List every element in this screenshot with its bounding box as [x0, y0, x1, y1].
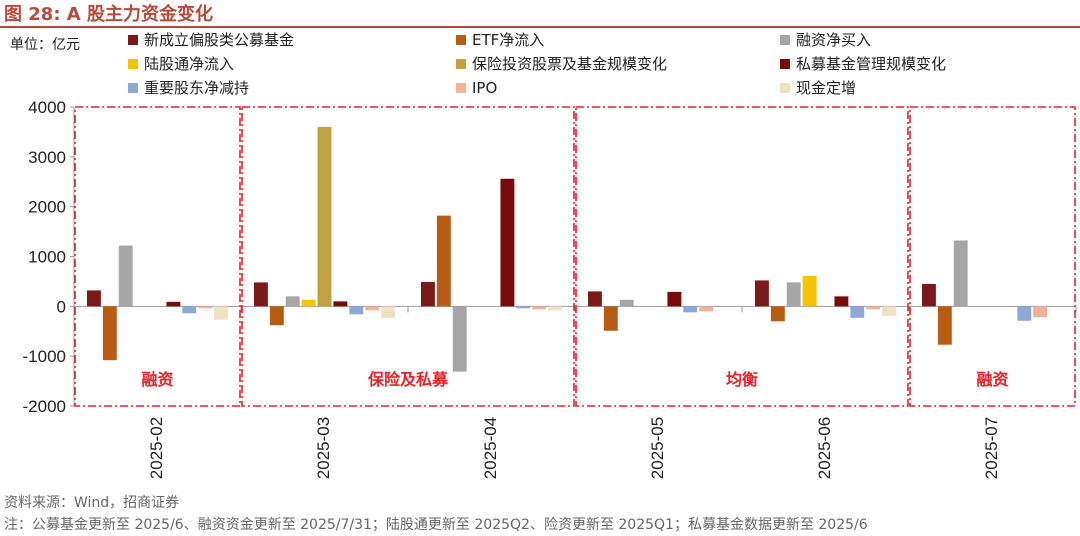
bar [850, 306, 865, 318]
y-tick-label: -1000 [23, 347, 66, 366]
regime-box [74, 106, 241, 407]
bar [333, 301, 348, 307]
y-tick-label: -2000 [23, 397, 66, 416]
legend-label: 保险投资股票及基金规模变化 [472, 55, 667, 73]
bar [421, 281, 435, 307]
bar [786, 282, 801, 307]
x-category-label: 2025-02 [147, 417, 166, 479]
regime-label: 融资 [141, 370, 173, 389]
bar [1033, 306, 1048, 318]
bar [1017, 306, 1032, 321]
legend-label: 陆股通净流入 [144, 55, 234, 73]
bar [834, 296, 849, 307]
bar [770, 306, 785, 322]
bar [500, 178, 515, 307]
bar [953, 240, 968, 307]
bar [102, 306, 117, 361]
chart-title: 图 28: A 股主力资金变化 [4, 4, 213, 25]
bar [755, 280, 769, 307]
y-tick-label: 2000 [28, 198, 66, 217]
bar [301, 299, 316, 307]
bar [667, 291, 682, 307]
legend-label: 融资净买入 [796, 31, 871, 49]
bar [381, 306, 395, 318]
bar [683, 306, 698, 313]
x-category-label: 2025-06 [815, 417, 834, 479]
bar [436, 215, 451, 307]
bar [548, 306, 562, 311]
bar [922, 283, 936, 307]
legend-swatch [128, 59, 138, 69]
bar [699, 306, 714, 312]
bar [937, 306, 952, 345]
bar [588, 291, 602, 307]
x-category-label: 2025-03 [314, 417, 333, 479]
footnote-text: 注：公募基金更新至 2025/6、融资资金更新至 2025/7/31；陆股通更新… [4, 517, 868, 533]
y-tick-label: 4000 [28, 98, 66, 117]
legend-label: 现金定增 [796, 79, 856, 97]
legend-label: 重要股东净减持 [144, 79, 249, 97]
x-category-label: 2025-04 [481, 417, 500, 479]
title-divider [0, 26, 1080, 28]
bar [198, 306, 213, 309]
bar [214, 306, 228, 320]
x-category-label: 2025-07 [982, 417, 1001, 479]
regime-label: 均衡 [726, 370, 758, 389]
bar [254, 282, 268, 307]
legend-swatch [780, 59, 790, 69]
bar [619, 299, 634, 307]
bar [802, 275, 817, 307]
legend-swatch [780, 35, 790, 45]
bar [285, 296, 300, 307]
regime-box [909, 106, 1076, 407]
y-tick-label: 1000 [28, 248, 66, 267]
legend-swatch [780, 83, 790, 93]
y-tick-label: 0 [57, 297, 66, 316]
bar [349, 306, 364, 315]
legend-swatch [456, 83, 466, 93]
bar [882, 306, 896, 316]
source-text: 资料来源：Wind，招商证券 [4, 495, 180, 511]
regime-box [241, 106, 575, 407]
regime-box [575, 106, 909, 407]
bar [317, 126, 332, 307]
x-category-label: 2025-05 [648, 417, 667, 479]
legend-swatch [456, 59, 466, 69]
bar [603, 306, 618, 331]
bar [866, 306, 881, 310]
bar [269, 306, 284, 326]
regime-label: 保险及私募 [367, 370, 449, 389]
legend-swatch [456, 35, 466, 45]
legend-label: 新成立偏股类公募基金 [144, 31, 294, 49]
bar [118, 245, 133, 307]
bar [516, 306, 531, 309]
bar [452, 306, 467, 372]
regime-label: 融资 [976, 370, 1008, 389]
bar [166, 301, 181, 307]
unit-label: 单位：亿元 [10, 37, 80, 53]
legend-label: ETF净流入 [472, 31, 544, 49]
bar [87, 290, 101, 307]
bar [365, 306, 380, 311]
legend-label: IPO [472, 79, 497, 97]
legend-swatch [128, 35, 138, 45]
legend-swatch [128, 83, 138, 93]
bar [182, 306, 197, 314]
y-tick-label: 3000 [28, 148, 66, 167]
legend-label: 私募基金管理规模变化 [796, 55, 946, 73]
bar [532, 306, 547, 310]
